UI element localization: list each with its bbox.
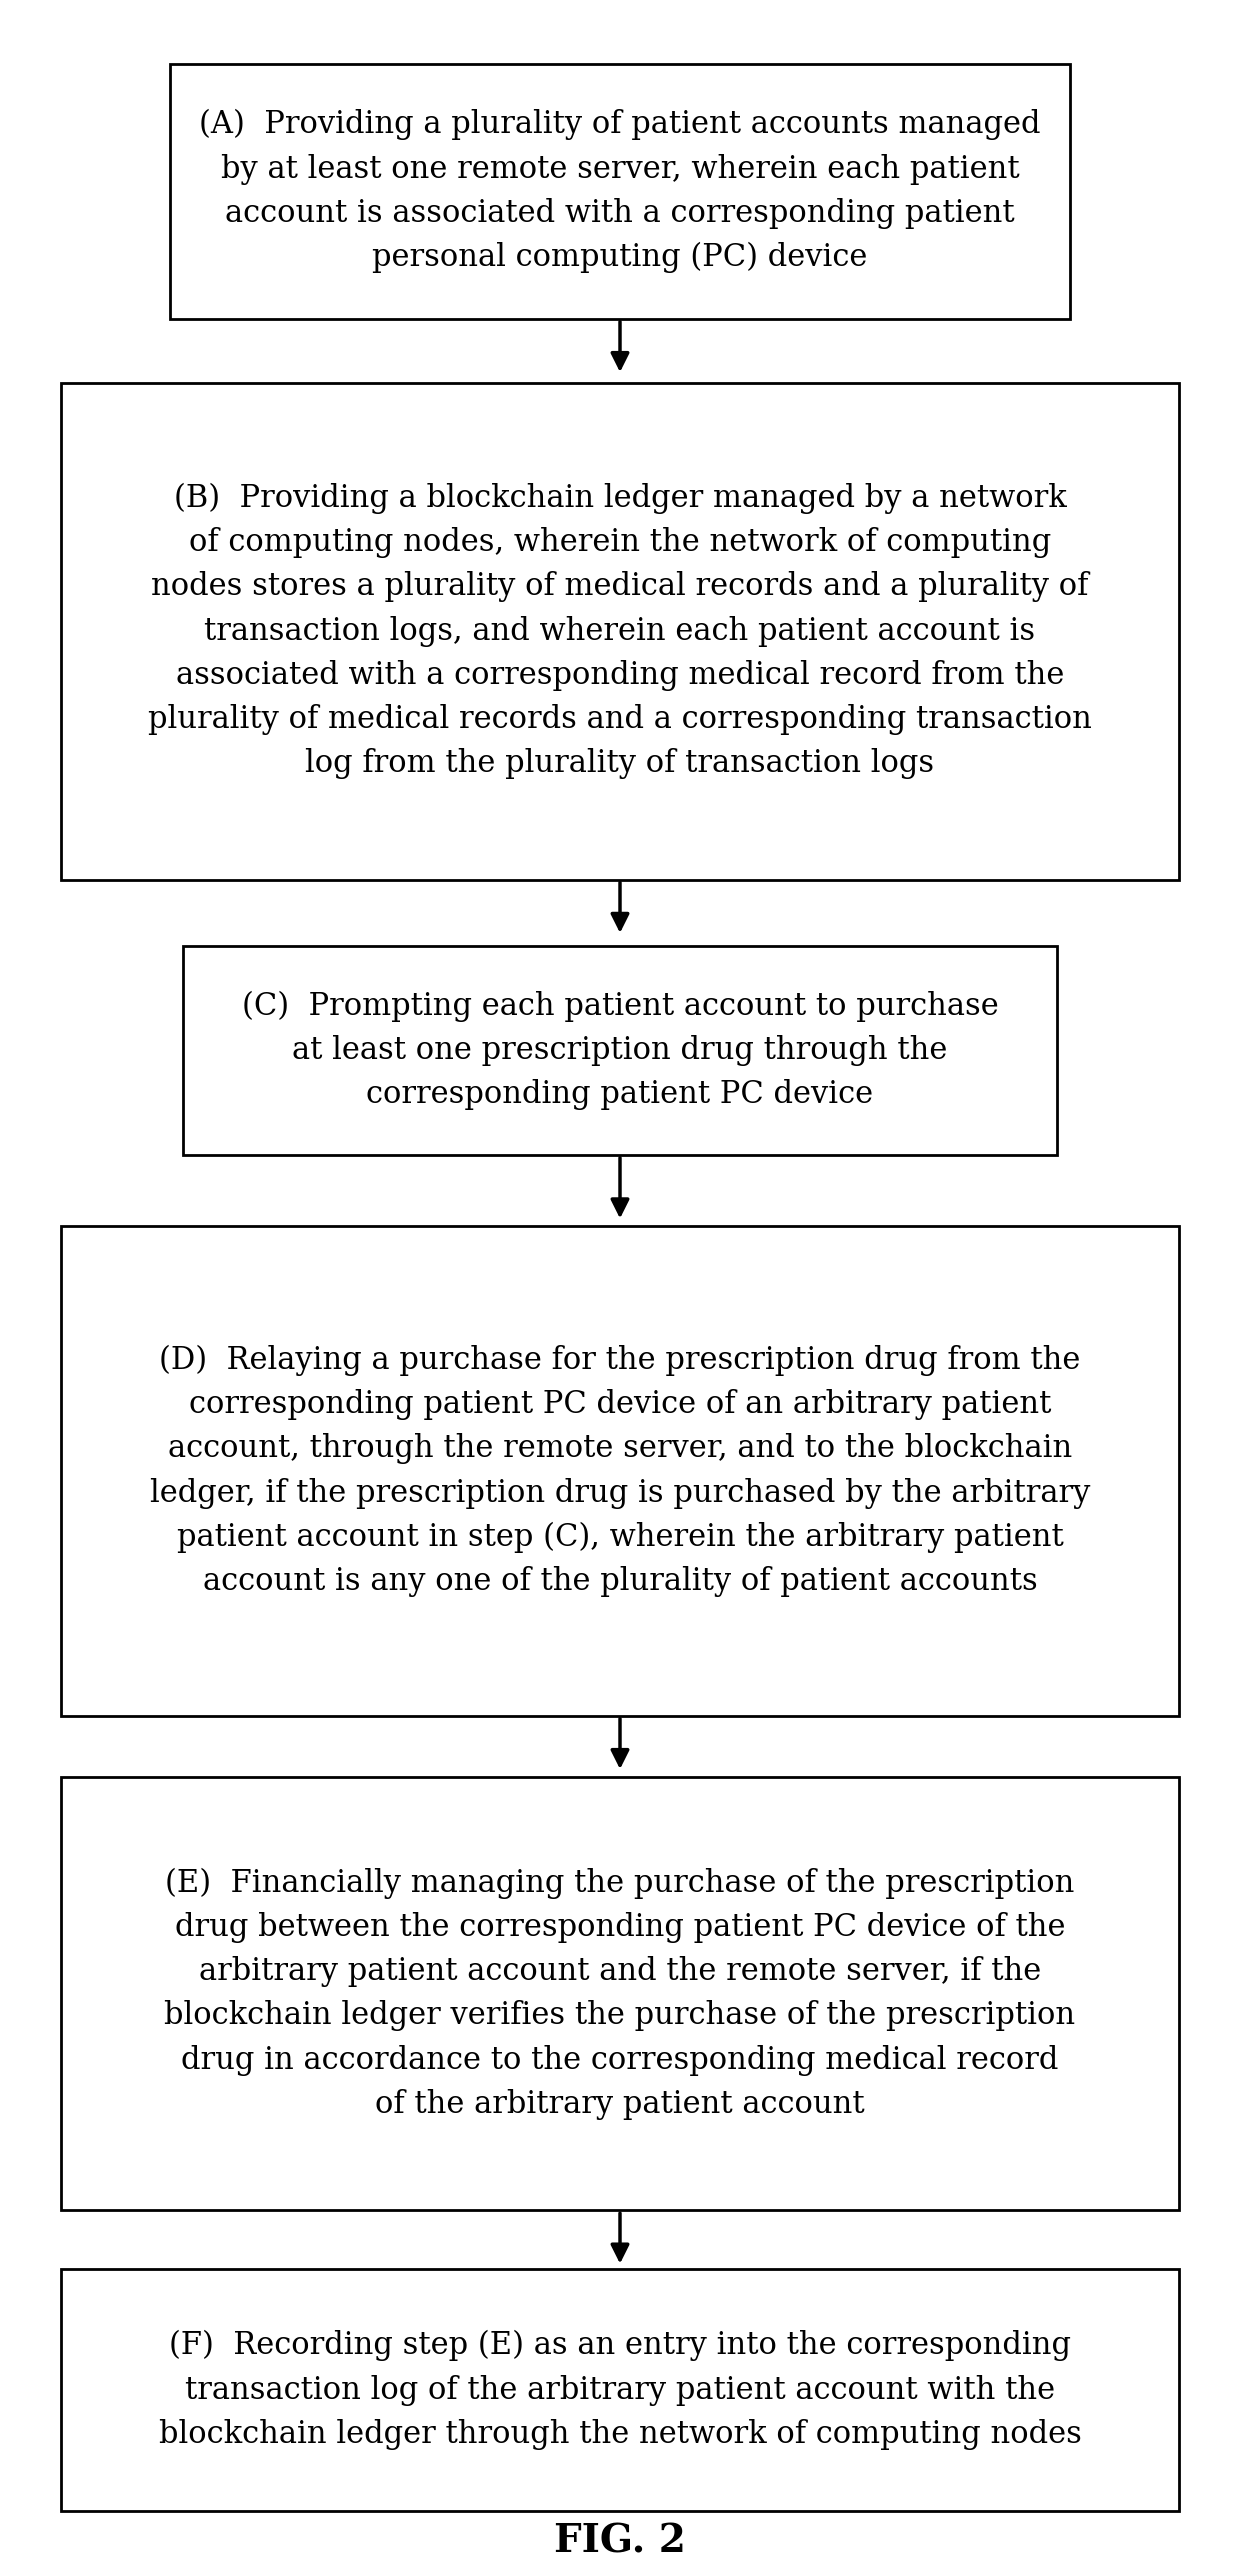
Text: (E)  Financially managing the purchase of the prescription
drug between the corr: (E) Financially managing the purchase of… <box>165 1867 1075 2119</box>
FancyBboxPatch shape <box>170 64 1070 319</box>
Text: (A)  Providing a plurality of patient accounts managed
by at least one remote se: (A) Providing a plurality of patient acc… <box>200 108 1040 273</box>
Text: (D)  Relaying a purchase for the prescription drug from the
corresponding patien: (D) Relaying a purchase for the prescrip… <box>150 1344 1090 1596</box>
FancyBboxPatch shape <box>61 2269 1179 2511</box>
FancyBboxPatch shape <box>61 1777 1179 2209</box>
Text: FIG. 2: FIG. 2 <box>554 2524 686 2560</box>
Text: (B)  Providing a blockchain ledger managed by a network
of computing nodes, wher: (B) Providing a blockchain ledger manage… <box>148 484 1092 780</box>
Text: (F)  Recording step (E) as an entry into the corresponding
transaction log of th: (F) Recording step (E) as an entry into … <box>159 2330 1081 2449</box>
FancyBboxPatch shape <box>182 945 1058 1156</box>
FancyBboxPatch shape <box>61 384 1179 881</box>
Text: (C)  Prompting each patient account to purchase
at least one prescription drug t: (C) Prompting each patient account to pu… <box>242 991 998 1110</box>
FancyBboxPatch shape <box>61 1226 1179 1715</box>
